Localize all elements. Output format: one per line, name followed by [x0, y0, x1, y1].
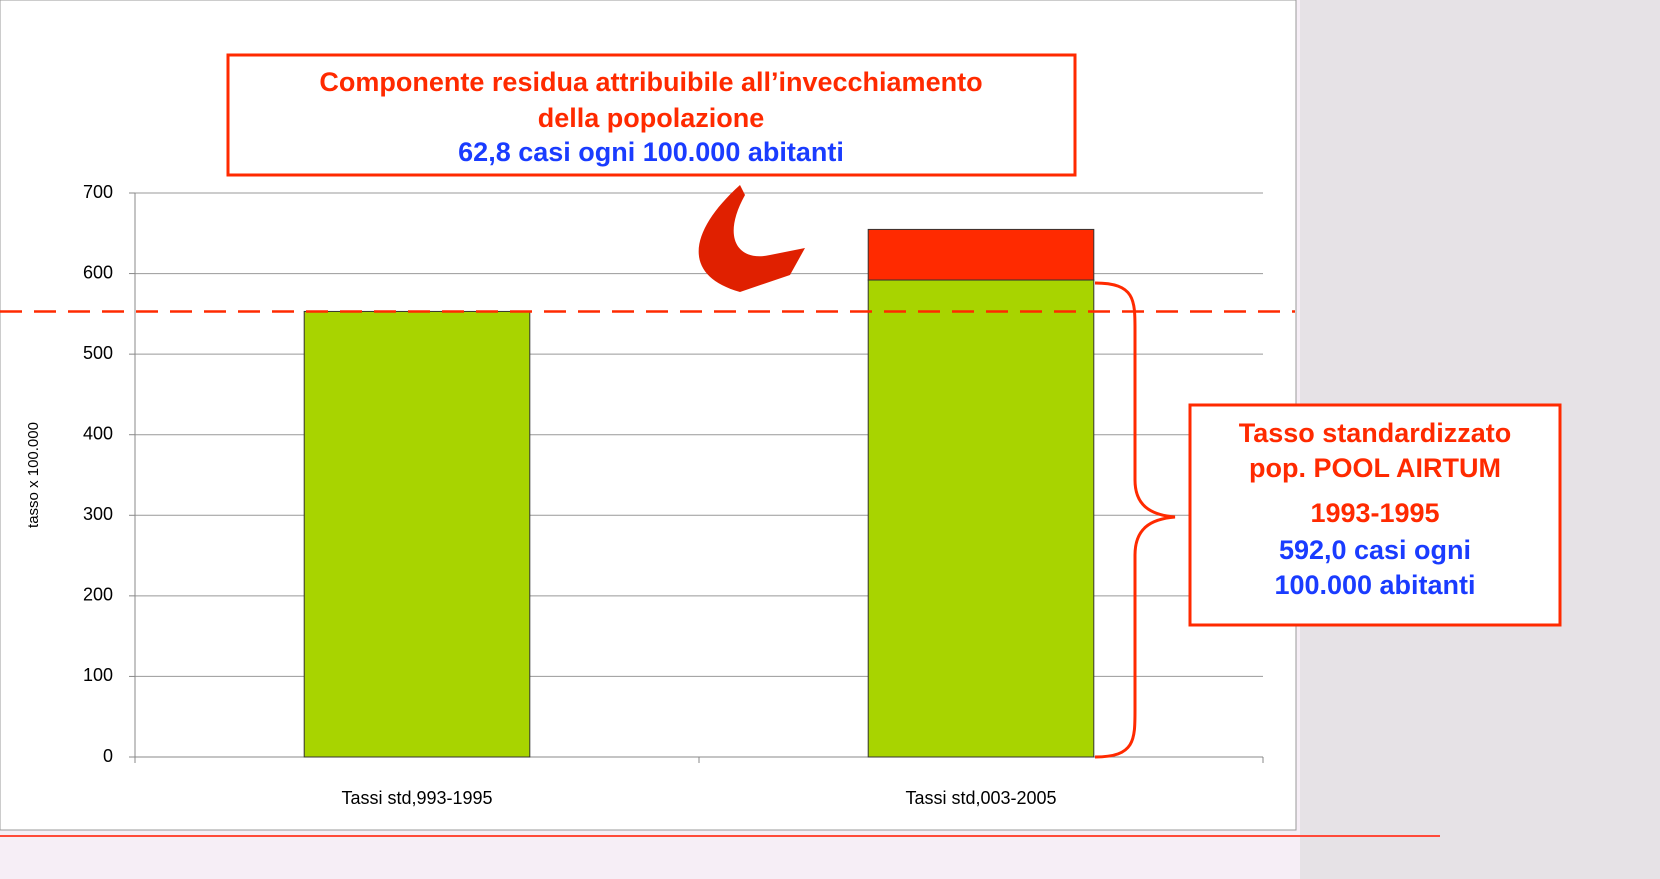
brace — [1094, 281, 1176, 759]
bar-segment — [867, 228, 1095, 281]
y-tick-label: 600 — [83, 262, 113, 282]
y-tick-label: 400 — [83, 423, 113, 443]
annotation-text: 1993-1995 — [1310, 498, 1439, 528]
y-tick-label: 0 — [103, 746, 113, 766]
annotation-text: 592,0 casi ogni — [1279, 535, 1471, 565]
annotation-text: Tasso standardizzato — [1239, 418, 1512, 448]
y-tick-label: 100 — [83, 665, 113, 685]
x-tick-label: Tassi std,993-1995 — [341, 788, 492, 808]
annotation-text: Componente residua attribuibile all’inve… — [319, 67, 982, 97]
x-tick-label: Tassi std,003-2005 — [905, 788, 1056, 808]
y-tick-label: 500 — [83, 343, 113, 363]
annotation-text: della popolazione — [538, 103, 765, 133]
annotation-text: pop. POOL AIRTUM — [1249, 453, 1501, 483]
y-tick-label: 700 — [83, 182, 113, 202]
annotation-text: 100.000 abitanti — [1274, 570, 1475, 600]
annotation-text: 62,8 casi ogni 100.000 abitanti — [458, 137, 844, 167]
y-axis-label: tasso x 100.000 — [25, 422, 42, 528]
annotation-box — [1188, 403, 1562, 627]
bar-segment — [303, 310, 531, 758]
bar-segment — [867, 279, 1095, 758]
annotation-box — [226, 53, 1077, 177]
arrow — [698, 185, 805, 292]
y-tick-label: 200 — [83, 585, 113, 605]
y-tick-label: 300 — [83, 504, 113, 524]
